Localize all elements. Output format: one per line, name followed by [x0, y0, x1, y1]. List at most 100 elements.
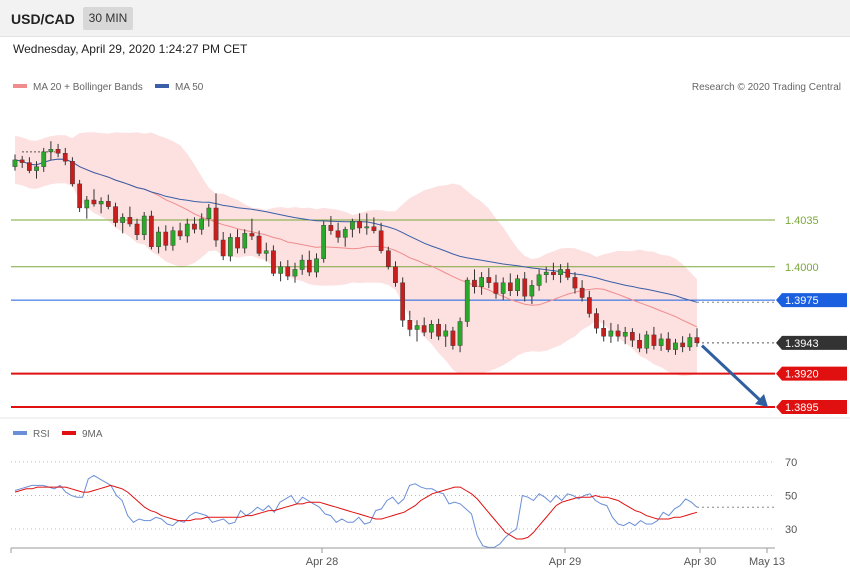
candle-body	[285, 266, 291, 277]
candle-body	[235, 237, 240, 249]
chart-header: USD/CAD 30 MIN	[0, 0, 850, 37]
rsi-legend-swatch	[13, 431, 27, 435]
candle-body	[601, 328, 607, 337]
candle-body	[170, 230, 176, 246]
candle-body	[587, 297, 592, 314]
candle-body	[644, 334, 650, 349]
candle-body	[242, 233, 248, 249]
credit-text: Research © 2020 Trading Central	[692, 82, 841, 93]
candle-body	[364, 226, 370, 229]
candle-body	[163, 231, 169, 246]
level-tag	[776, 293, 847, 308]
candle-body	[630, 332, 635, 341]
candle-body	[472, 279, 477, 288]
candle-body	[278, 266, 284, 274]
candle-body	[608, 330, 614, 337]
legend: MA 20 + Bollinger Bands MA 50 Research ©…	[13, 82, 841, 93]
ma50-legend-label: MA 50	[175, 82, 204, 93]
candle-body	[551, 271, 556, 276]
candle-body	[177, 230, 183, 237]
candle-body	[515, 278, 520, 291]
candle-body	[493, 282, 499, 294]
candle-body	[414, 325, 420, 330]
candle-body	[263, 250, 269, 254]
candle-body	[48, 148, 54, 153]
candle-body	[70, 160, 75, 185]
candle-body	[543, 271, 549, 276]
candle-body	[55, 148, 61, 154]
candle-body	[622, 332, 628, 337]
chart-datetime: Wednesday, April 29, 2020 1:24:27 PM CET	[13, 42, 248, 56]
ma50-line	[14, 158, 698, 303]
rsi-legend: RSI 9MA	[13, 429, 103, 440]
candle-body	[486, 277, 492, 283]
candle-body	[558, 269, 563, 275]
forecast-arrow	[700, 344, 768, 407]
candle-body	[77, 183, 83, 209]
candle-body	[256, 235, 262, 254]
rsi-ma9-line	[14, 484, 698, 540]
candle-body	[522, 278, 528, 297]
candle-body	[565, 269, 571, 278]
candle-body	[98, 201, 104, 205]
candle-body	[450, 330, 456, 346]
candle-body	[227, 237, 233, 257]
candle-body	[342, 229, 348, 238]
candle-body	[637, 340, 642, 349]
candle-body	[141, 215, 147, 235]
candle-body	[206, 207, 212, 219]
candle-body	[113, 206, 118, 223]
candle-body	[134, 223, 140, 235]
candle-body	[328, 225, 334, 231]
level-label: 1.4000	[785, 262, 819, 274]
candle-body	[148, 215, 154, 247]
candle-body	[529, 285, 535, 297]
candle-body	[105, 201, 111, 207]
candle-body	[27, 162, 32, 171]
candle-body	[156, 231, 161, 247]
candle-body	[41, 151, 47, 167]
candle-body	[536, 274, 542, 286]
candle-body	[421, 325, 427, 333]
ma20-legend-label: MA 20 + Bollinger Bands	[33, 82, 143, 93]
candle-body	[120, 217, 126, 223]
candle-body	[91, 199, 97, 205]
ma9-legend-swatch	[62, 431, 76, 435]
candle-body	[658, 338, 664, 346]
candle-body	[271, 250, 276, 274]
candle-body	[357, 221, 362, 229]
candle-body	[651, 334, 657, 346]
candle-body	[84, 199, 90, 209]
x-tick-label: May 13	[749, 556, 785, 568]
timeframe-button[interactable]: 30 MIN	[83, 7, 133, 30]
bollinger-band-area	[15, 132, 697, 377]
candle-body	[249, 233, 255, 237]
ma20-legend-swatch	[13, 84, 27, 88]
candle-body	[673, 342, 678, 350]
candle-body	[479, 277, 485, 287]
candle-body	[314, 258, 319, 273]
level-label: 1.3920	[785, 369, 819, 381]
candles	[12, 141, 700, 355]
rsi-panel: 30 50 70	[11, 457, 797, 548]
forecast-line	[700, 344, 764, 404]
level-tag	[776, 366, 847, 381]
candle-body	[407, 320, 413, 330]
candle-body	[213, 207, 219, 241]
candle-body	[299, 259, 305, 270]
candle-body	[464, 279, 470, 322]
forecast-arrowhead	[755, 394, 768, 407]
ma9-legend-label: 9MA	[82, 429, 103, 440]
rsi-tick-label: 70	[785, 457, 797, 469]
candle-body	[386, 250, 391, 267]
candle-body	[508, 282, 513, 291]
candle-body	[393, 266, 398, 283]
candle-body	[184, 223, 190, 237]
candle-body	[321, 225, 327, 259]
x-axis: Apr 28 Apr 29 Apr 30 May 13	[10, 547, 785, 568]
x-tick-label: Apr 29	[549, 556, 581, 568]
candle-body	[429, 324, 434, 333]
level-label: 1.3975	[785, 295, 819, 307]
candle-body	[594, 313, 599, 329]
candle-body	[34, 166, 39, 171]
